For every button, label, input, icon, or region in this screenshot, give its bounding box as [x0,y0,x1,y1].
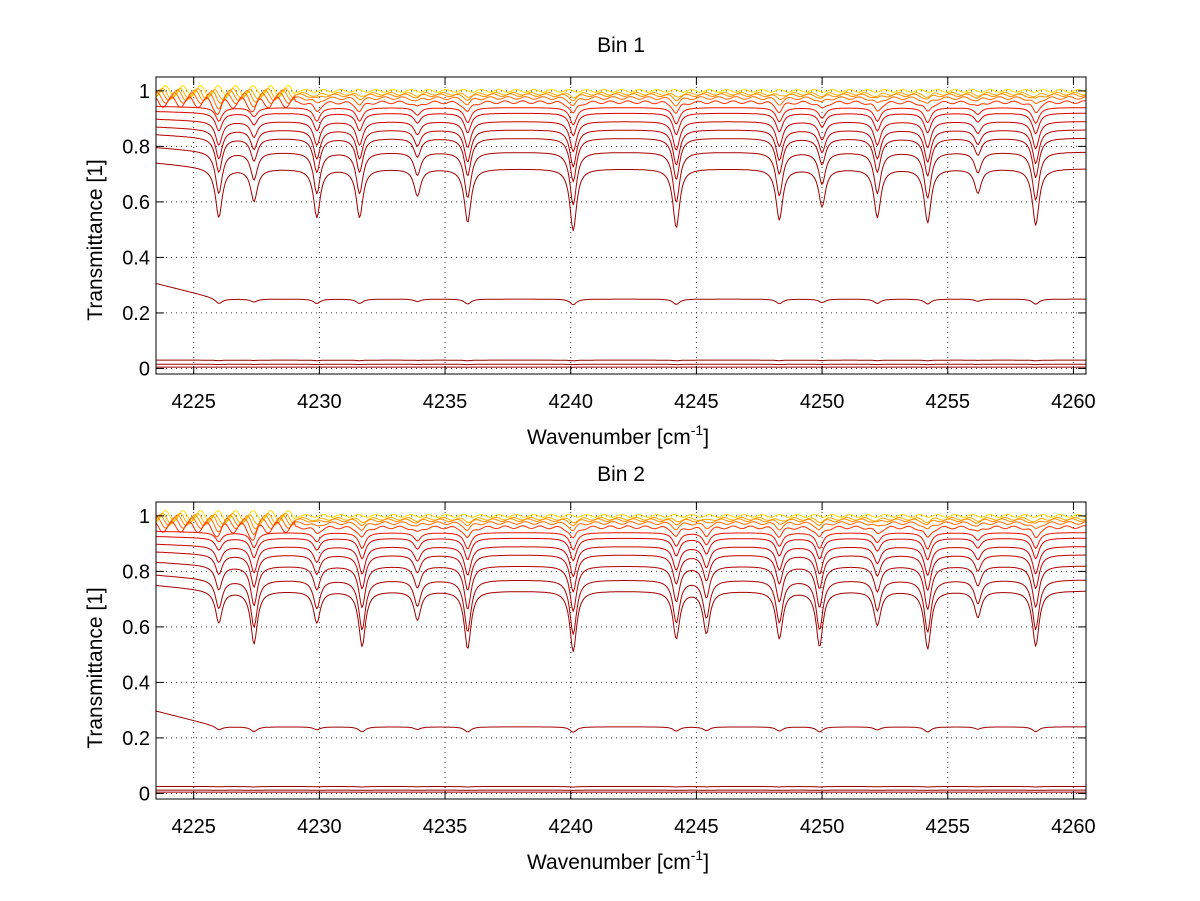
x-tick-label: 4260 [1051,391,1096,413]
spectrum-series [155,283,1086,306]
panel-1-title: Bin 1 [597,34,645,57]
spectrum-series [155,517,1087,535]
x-tick-label: 4260 [1051,816,1096,838]
y-tick-label: 0.8 [122,136,150,158]
spectrum-series [155,521,1087,541]
spectrum-series [155,536,1086,562]
y-tick-label: 0.4 [122,672,150,694]
y-tick-label: 0 [139,358,150,380]
spectrum-series [155,561,1086,612]
spectrum-series [156,359,1086,362]
spectrum-series [155,111,1086,137]
panel-1-xlabel: Wavenumber [cm-1] [527,422,709,449]
spectrum-series [156,543,1087,578]
spectrum-series [155,96,1087,115]
x-tick-label: 4230 [297,816,342,838]
x-tick-label: 4240 [548,816,593,838]
spectrum-series [155,510,1087,522]
panel-2-xlabel-sup: -1 [691,847,704,863]
panel-1-ylabel: Transmittance [1] [84,159,107,320]
spectrum-series [155,574,1086,635]
spectrum-series [155,85,1087,97]
panel-1-xlabel-main: Wavenumber [cm [527,426,691,449]
panel-1-series [155,85,1087,368]
panel-2-series [155,510,1087,793]
spectrum-series [155,162,1086,232]
spectrum-series [155,585,1086,653]
y-tick-label: 1 [139,506,150,528]
panel-1-xlabel-sup: -1 [691,422,704,438]
panel-1-xlabel-end: ] [703,426,709,449]
spectrum-series [155,147,1086,206]
x-tick-label: 4250 [800,816,845,838]
x-tick-label: 4225 [171,391,216,413]
panel-bin-1: Bin 1 4225 4230 4235 4240 4245 4250 4255 4260 0 0… [84,34,1096,449]
panel-2-xlabel: Wavenumber [cm-1] [527,847,709,874]
y-tick-label: 0.6 [122,617,150,639]
spectrum-series [155,551,1086,593]
panel-2-xlabel-end: ] [703,851,709,874]
x-tick-label: 4225 [171,816,216,838]
spectrum-series [156,530,1086,551]
y-tick-label: 0.6 [122,192,150,214]
y-tick-label: 0.8 [122,561,150,583]
panel-2-axes-box [155,501,1087,800]
spectrum-series [155,710,1086,733]
x-tick-label: 4235 [423,391,468,413]
y-tick-label: 0.4 [122,247,150,269]
spectrum-series [156,786,1086,788]
spectrum-series [155,126,1086,168]
spectrum-series [156,105,1086,126]
x-tick-label: 4235 [423,816,468,838]
spectrum-series [155,92,1087,110]
panel-2-xlabel-main: Wavenumber [cm [527,851,691,874]
spectrum-series [156,134,1086,183]
x-tick-label: 4245 [674,391,719,413]
x-tick-label: 4250 [800,391,845,413]
y-tick-label: 1 [139,81,150,103]
x-tick-label: 4240 [548,391,593,413]
y-tick-label: 0.2 [122,303,150,325]
y-tick-label: 0.2 [122,728,150,750]
spectrum-series [155,89,1087,104]
y-tick-label: 0 [139,783,150,805]
panel-1-ticks: 4225 4230 4235 4240 4245 4250 4255 4260 0 0.2 0.4 0… [122,77,1096,413]
x-tick-label: 4255 [926,391,971,413]
panel-2-title: Bin 2 [597,463,645,486]
spectrum-series [155,514,1087,530]
panel-1-axes-box [155,76,1087,375]
panel-bin-2: Bin 2 4225 4230 4235 4240 4245 4250 4255 4260 0 0… [84,463,1096,874]
panel-2-ticks: 4225 4230 4235 4240 4245 4250 4255 4260 0 0.2 0.4 0… [122,502,1096,838]
x-tick-label: 4245 [674,816,719,838]
spectrum-series [155,512,1087,526]
x-tick-label: 4230 [297,391,342,413]
spectrum-series [155,87,1087,101]
x-tick-label: 4255 [926,816,971,838]
spectrum-series [156,118,1087,153]
panel-2-ylabel: Transmittance [1] [84,587,107,748]
